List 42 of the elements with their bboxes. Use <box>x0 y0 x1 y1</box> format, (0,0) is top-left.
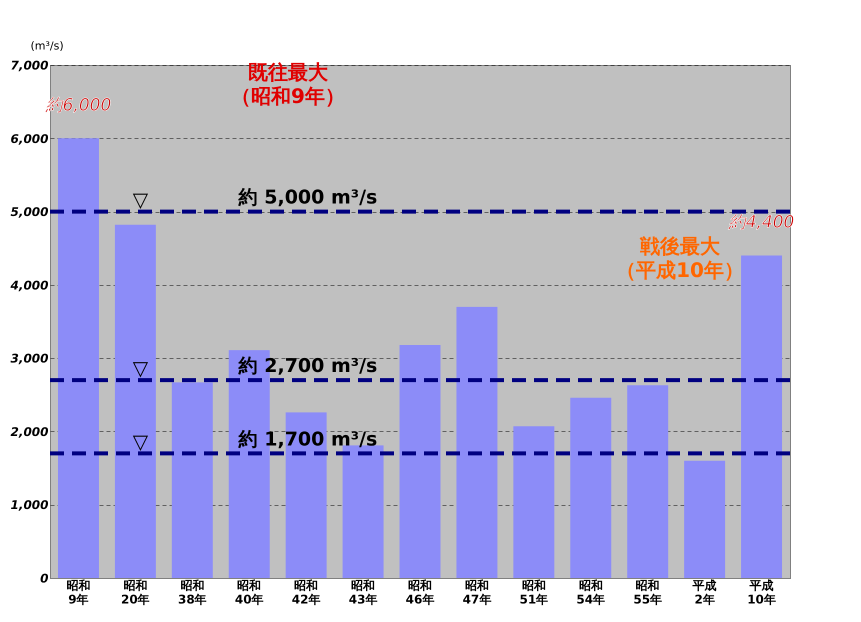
y-tick-label: 1,000 <box>10 498 48 512</box>
bar <box>513 426 554 578</box>
annotation: ▽ <box>132 429 149 454</box>
y-tick-label: 2,000 <box>10 424 48 439</box>
bar <box>456 306 498 578</box>
x-tick-label: 昭和43年 <box>348 578 378 606</box>
annotation: 約6,000 <box>44 95 112 116</box>
y-tick-label: 5,000 <box>10 205 48 220</box>
y-tick-label: 7,000 <box>10 58 48 72</box>
x-tick-label: 平成2年 <box>692 578 717 606</box>
annotation: 約4,400 <box>728 212 794 233</box>
bar <box>400 344 440 578</box>
annotation: ▽ <box>132 356 149 380</box>
ref-line-label: 約 1,700 m³/s <box>238 428 378 450</box>
y-tick-label: 0 <box>40 572 48 586</box>
x-tick-label: 昭和42年 <box>292 578 321 606</box>
ref-line-label: 約 2,700 m³/s <box>238 355 378 378</box>
x-tick-label: 昭和20年 <box>121 578 150 606</box>
annotation: 既往最大（昭和9年） <box>231 60 345 108</box>
bar <box>114 224 156 578</box>
bar <box>58 138 99 578</box>
bar <box>172 382 213 578</box>
x-tick-label: 昭和47年 <box>462 578 492 606</box>
x-tick-label: 昭和46年 <box>406 578 434 606</box>
bar <box>684 460 726 578</box>
x-tick-label: 昭和54年 <box>576 578 606 606</box>
x-tick-label: 昭和38年 <box>178 578 207 606</box>
y-tick-label: 3,000 <box>10 352 48 366</box>
x-tick-label: 昭和40年 <box>234 578 264 606</box>
ref-line-label: 約 5,000 m³/s <box>238 186 378 209</box>
y-tick-label: 6,000 <box>10 132 48 146</box>
x-tick-label: 昭和55年 <box>633 578 662 606</box>
annotation: ▽ <box>132 188 149 212</box>
x-tick-label: 平成10年 <box>747 578 776 606</box>
bar <box>570 398 612 578</box>
x-tick-label: 昭和9年 <box>66 578 90 606</box>
annotation: 戦後最大（平成10年） <box>616 234 744 282</box>
y-tick-label: 4,000 <box>10 278 48 292</box>
y-axis-title: (m³/s) <box>30 40 64 52</box>
bar <box>627 385 668 578</box>
x-tick-label: 昭和51年 <box>519 578 548 606</box>
bar <box>741 256 782 578</box>
